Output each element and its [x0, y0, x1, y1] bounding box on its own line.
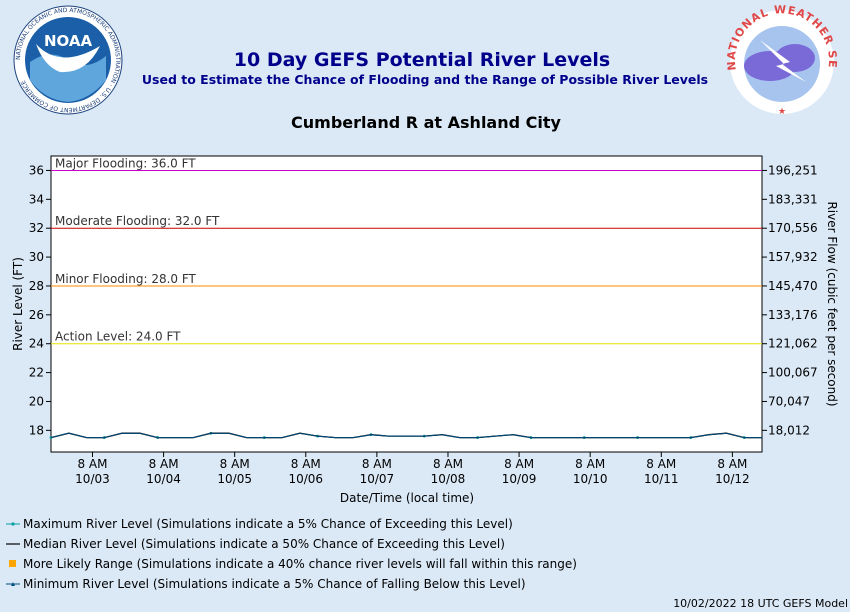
- legend-item-range: More Likely Range (Simulations indicate …: [9, 557, 577, 571]
- y2-tick-label-6: 157,932: [768, 250, 818, 264]
- x-axis-label: Date/Time (local time): [340, 491, 474, 505]
- y2-tick-label-2: 100,067: [768, 366, 818, 380]
- x-tick-time-0: 8 AM: [77, 457, 107, 471]
- x-tick-time-5: 8 AM: [433, 457, 463, 471]
- x-tick-date-0: 10/03: [75, 472, 110, 486]
- x-tick-date-2: 10/05: [217, 472, 252, 486]
- y2-tick-label-0: 18,012: [768, 423, 810, 437]
- x-tick-date-7: 10/10: [573, 472, 608, 486]
- y2-tick-label-9: 196,251: [768, 163, 818, 177]
- y2-tick-label-1: 70,047: [768, 394, 810, 408]
- x-tick-time-7: 8 AM: [575, 457, 605, 471]
- x-tick-date-9: 10/12: [715, 472, 750, 486]
- y-axis-left: 18 20 22 24 26 28 30 32 34 36: [29, 163, 51, 437]
- x-tick-date-8: 10/11: [644, 472, 679, 486]
- legend-item-min: Minimum River Level (Simulations indicat…: [6, 577, 526, 591]
- location-title: Cumberland R at Ashland City: [291, 113, 561, 132]
- threshold-label-3: Action Level: 24.0 FT: [55, 330, 181, 344]
- y-tick-label-8: 34: [29, 192, 44, 206]
- page-title: 10 Day GEFS Potential River Levels: [234, 49, 610, 71]
- x-tick-time-3: 8 AM: [291, 457, 321, 471]
- threshold-label-2: Minor Flooding: 28.0 FT: [55, 272, 197, 286]
- x-tick-date-1: 10/04: [146, 472, 181, 486]
- y2-tick-label-7: 170,556: [768, 221, 818, 235]
- x-tick-date-6: 10/09: [502, 472, 537, 486]
- legend-label-range: More Likely Range (Simulations indicate …: [23, 557, 577, 571]
- threshold-lines: Major Flooding: 36.0 FT Moderate Flooding…: [51, 156, 762, 345]
- series-line-min: [50, 432, 762, 439]
- y2-axis-label: River Flow (cubic feet per second): [825, 201, 839, 406]
- svg-text:★: ★: [778, 107, 786, 117]
- y2-tick-label-3: 121,062: [768, 337, 818, 351]
- y2-tick-label-8: 183,331: [768, 192, 818, 206]
- plot-area: [50, 155, 763, 453]
- y-tick-label-7: 32: [29, 221, 44, 235]
- x-tick-time-9: 8 AM: [717, 457, 747, 471]
- legend-item-median: Median River Level (Simulations indicate…: [6, 537, 505, 551]
- y-tick-label-5: 28: [29, 279, 44, 293]
- x-tick-time-2: 8 AM: [220, 457, 250, 471]
- x-tick-time-8: 8 AM: [646, 457, 676, 471]
- legend-label-min: Minimum River Level (Simulations indicat…: [23, 577, 526, 591]
- x-tick-date-4: 10/07: [360, 472, 395, 486]
- series-group: [49, 431, 762, 439]
- threshold-label-0: Major Flooding: 36.0 FT: [55, 156, 196, 170]
- y-tick-label-3: 24: [29, 337, 44, 351]
- x-tick-date-5: 10/08: [431, 472, 466, 486]
- y-axis-label: River Level (FT): [11, 257, 25, 351]
- noaa-logo: NOAA NATIONAL OCEANIC AND ATMOSPHERIC AD…: [13, 5, 123, 115]
- y-tick-label-0: 18: [29, 423, 44, 437]
- x-tick-date-3: 10/06: [288, 472, 323, 486]
- x-tick-time-4: 8 AM: [362, 457, 392, 471]
- x-tick-time-6: 8 AM: [504, 457, 534, 471]
- y-tick-label-9: 36: [29, 163, 44, 177]
- noaa-logo-text: NOAA: [44, 32, 93, 50]
- y-tick-label-4: 26: [29, 308, 44, 322]
- y2-tick-label-5: 145,470: [768, 279, 818, 293]
- y-axis-right: 18,012 70,047 100,067 121,062 133,176 145,470…: [762, 163, 818, 437]
- legend-label-median: Median River Level (Simulations indicate…: [23, 537, 505, 551]
- footer-timestamp: 10/02/2022 18 UTC GEFS Model: [673, 597, 848, 610]
- legend: Maximum River Level (Simulations indicat…: [6, 517, 577, 591]
- y-tick-label-2: 22: [29, 366, 44, 380]
- page-subtitle: Used to Estimate the Chance of Flooding …: [142, 72, 708, 87]
- y-tick-label-1: 20: [29, 394, 44, 408]
- y2-tick-label-4: 133,176: [768, 308, 818, 322]
- threshold-label-1: Moderate Flooding: 32.0 FT: [55, 214, 220, 228]
- y-tick-label-6: 30: [29, 250, 44, 264]
- legend-item-max: Maximum River Level (Simulations indicat…: [6, 517, 513, 531]
- legend-label-max: Maximum River Level (Simulations indicat…: [23, 517, 513, 531]
- x-tick-time-1: 8 AM: [149, 457, 179, 471]
